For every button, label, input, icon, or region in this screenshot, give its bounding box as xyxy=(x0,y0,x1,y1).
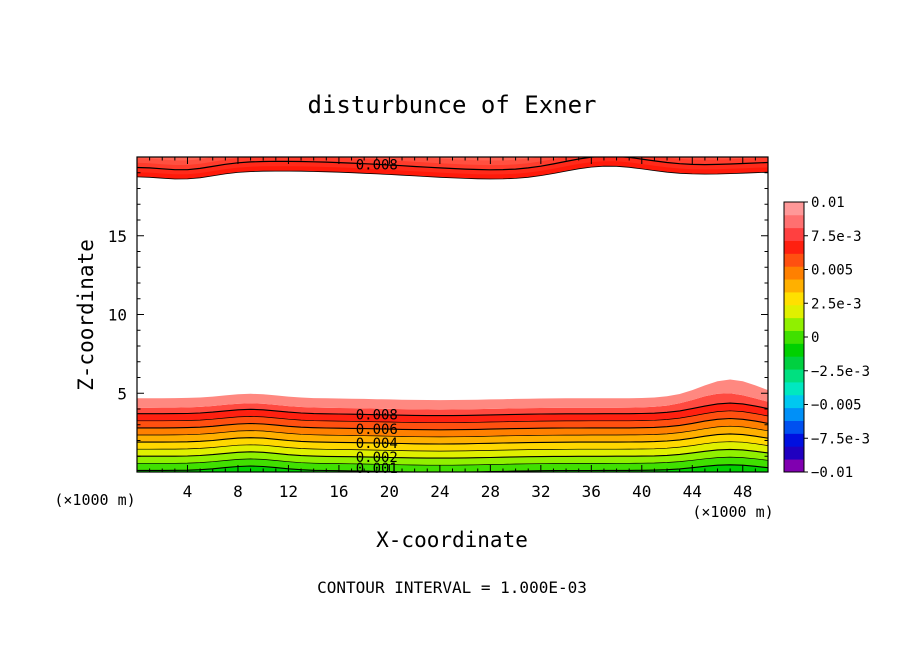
contour-line xyxy=(137,464,768,472)
colorbar-swatch xyxy=(784,459,804,473)
axis-ticks xyxy=(137,157,768,472)
x-tick-labels: 4 8 12 16 20 24 28 32 36 40 44 48 xyxy=(183,482,753,501)
colorbar-swatch xyxy=(784,330,804,344)
y-unit-label: (×1000 m) xyxy=(54,491,135,509)
contour-fill-lower xyxy=(137,449,768,466)
colorbar-swatch xyxy=(784,214,804,229)
colorbar-label: 0 xyxy=(811,330,819,346)
colorbar-swatch xyxy=(784,407,804,421)
colorbar-swatch xyxy=(784,304,804,319)
contour-fills xyxy=(137,126,768,472)
colorbar-swatch xyxy=(784,343,804,357)
colorbar-swatch xyxy=(784,202,804,216)
contour-label: 0.006 xyxy=(356,422,398,438)
y-tick-label: 10 xyxy=(108,306,127,325)
contour-fill-upper xyxy=(137,136,768,157)
x-tick-label: 4 xyxy=(183,482,193,501)
contour-line xyxy=(137,456,768,466)
contour-line xyxy=(137,441,768,452)
contour-fill-upper xyxy=(137,157,768,166)
colorbar-swatch xyxy=(784,266,804,280)
contour-fill-upper xyxy=(137,126,768,157)
x-tick-label: 28 xyxy=(481,482,500,501)
y-tick-label: 5 xyxy=(117,384,127,403)
contour-fill-lower xyxy=(137,410,768,430)
x-tick-label: 8 xyxy=(233,482,243,501)
x-tick-label: 44 xyxy=(683,482,702,501)
x-tick-label: 12 xyxy=(279,482,298,501)
contour-label: 0.004 xyxy=(356,436,398,452)
colorbar-swatch xyxy=(784,382,804,396)
contour-fill-lower xyxy=(137,418,768,437)
x-tick-label: 24 xyxy=(430,482,449,501)
contour-line xyxy=(137,141,768,156)
x-tick-label: 20 xyxy=(380,482,399,501)
y-tick-label: 15 xyxy=(108,227,127,246)
contour-fill-lower xyxy=(137,379,768,410)
y-axis-label: Z-coordinate xyxy=(74,239,98,391)
colorbar-swatch xyxy=(784,394,804,409)
colorbar-swatch xyxy=(784,369,804,383)
contour-line xyxy=(137,425,768,438)
contour-line xyxy=(137,402,768,417)
x-tick-label: 32 xyxy=(531,482,550,501)
contour-line xyxy=(137,165,768,180)
chart-title: disturbunce of Exner xyxy=(308,91,597,119)
contour-fill-lower xyxy=(137,403,768,423)
colorbar-swatch xyxy=(784,279,804,293)
colorbar-swatch xyxy=(784,420,804,434)
contour-lines xyxy=(137,141,768,472)
x-axis-label: X-coordinate xyxy=(376,528,528,552)
colorbar-swatch xyxy=(784,253,804,267)
colorbar-label: −0.01 xyxy=(811,465,853,481)
colorbar-label: 7.5e-3 xyxy=(811,229,862,245)
contour-fill-upper xyxy=(137,131,768,157)
contour-fill-upper xyxy=(137,141,768,157)
contour-label: 0.008 xyxy=(356,157,398,173)
y-tick-labels: 5 10 15 xyxy=(108,227,127,404)
contour-label: 0.008 xyxy=(356,408,398,424)
x-tick-label: 36 xyxy=(582,482,601,501)
colorbar-swatch xyxy=(784,356,804,370)
colorbar-swatch xyxy=(784,433,804,447)
contour-line xyxy=(137,410,768,424)
colorbar-label: 0.005 xyxy=(811,263,853,279)
contour-interval-note: CONTOUR INTERVAL = 1.000E-03 xyxy=(317,578,587,597)
colorbar-swatch xyxy=(784,292,804,306)
contour-line xyxy=(137,433,768,445)
x-tick-label: 40 xyxy=(632,482,651,501)
colorbar xyxy=(783,201,805,473)
x-tick-label: 16 xyxy=(329,482,348,501)
colorbar-label: 2.5e-3 xyxy=(811,296,862,312)
colorbar-swatch xyxy=(784,446,804,460)
contour-fill-lower xyxy=(137,464,768,472)
colorbar-label: 0.01 xyxy=(811,195,845,211)
contour-fill-lower xyxy=(137,457,768,472)
colorbar-swatch xyxy=(784,227,804,241)
colorbar-label: −7.5e-3 xyxy=(811,431,870,447)
colorbar-labels: 0.01 7.5e-3 0.005 2.5e-3 0 −2.5e-3 −0.005 −7.5e… xyxy=(804,195,870,481)
contour-label: 0.002 xyxy=(356,450,398,466)
x-unit-label: (×1000 m) xyxy=(692,503,773,521)
colorbar-label: −0.005 xyxy=(811,398,862,414)
contour-fill-lower xyxy=(137,426,768,444)
contour-fill-lower xyxy=(137,433,768,452)
contour-line xyxy=(137,157,768,171)
colorbar-swatch xyxy=(784,317,804,331)
colorbar-swatch xyxy=(784,240,804,254)
x-tick-label: 48 xyxy=(733,482,752,501)
contour-line xyxy=(137,448,768,459)
contour-fill-lower xyxy=(137,393,768,416)
colorbar-label: −2.5e-3 xyxy=(811,364,870,380)
contour-fill-lower xyxy=(137,441,768,459)
contour-line xyxy=(137,417,768,431)
